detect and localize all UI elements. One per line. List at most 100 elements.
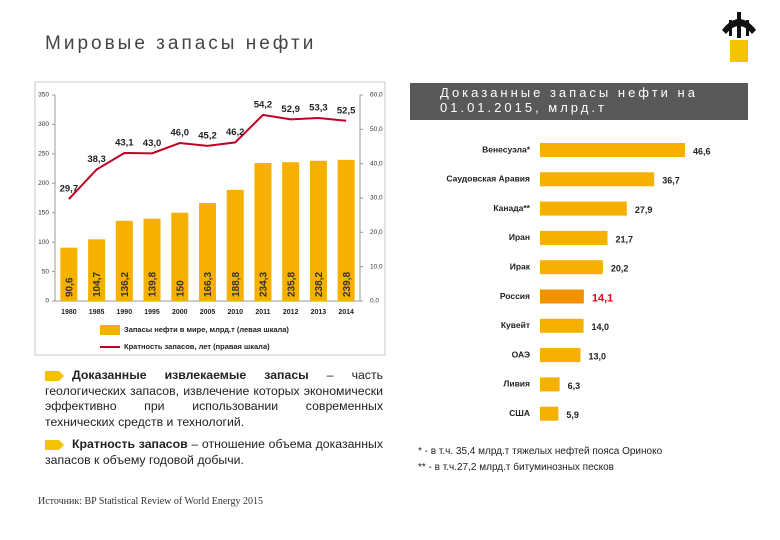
bar-label: 104,7 [92, 272, 103, 297]
x-tick-label: 1980 [61, 309, 77, 316]
line-label: 52,9 [281, 104, 300, 115]
line-label: 53,3 [309, 103, 328, 114]
y-tick-label: 250 [38, 151, 49, 158]
y-tick-label: 100 [38, 239, 49, 246]
bar-label: 36,7 [662, 176, 680, 186]
line-label: 29,7 [60, 184, 79, 195]
bar-label: 27,9 [635, 205, 653, 215]
bar-label: 46,6 [693, 146, 711, 156]
bullet [45, 440, 64, 450]
y2-tick-label: 0,0 [370, 298, 379, 305]
bar [540, 406, 559, 421]
bar [88, 239, 106, 301]
chart-title-box [410, 83, 748, 120]
x-tick-label: 1990 [117, 309, 133, 316]
bar-label: 14,0 [592, 322, 610, 332]
category-label: Иран [509, 232, 530, 242]
bar [171, 212, 189, 301]
y-tick-label: 300 [38, 121, 49, 128]
line-label: 46,0 [171, 128, 190, 139]
category-label: ОАЭ [512, 349, 530, 359]
category-label: Саудовская Аравия [446, 174, 530, 184]
bar [540, 377, 560, 392]
bar-label: 20,2 [611, 264, 629, 274]
category-label: Венесуэла* [482, 144, 531, 154]
bar [540, 230, 608, 245]
bar-label: 136,2 [120, 272, 131, 297]
term: Кратность запасов [72, 437, 188, 451]
y2-tick-label: 40,0 [370, 160, 383, 167]
bar [540, 289, 584, 304]
bar-label: 235,8 [286, 272, 297, 297]
bar-label: 5,9 [566, 410, 579, 420]
logo [722, 12, 756, 62]
y2-tick-label: 10,0 [370, 263, 383, 270]
line-label: 54,2 [254, 99, 273, 110]
y2-tick-label: 60,0 [370, 92, 383, 99]
line-label: 43,0 [143, 138, 162, 149]
bar [226, 189, 244, 301]
bar [309, 160, 327, 301]
y-tick-label: 150 [38, 209, 49, 216]
bar [540, 143, 685, 157]
term: Доказанные извлекаемые запасы [72, 368, 309, 382]
x-tick-label: 1985 [89, 309, 105, 316]
legend-swatch [100, 325, 120, 335]
x-tick-label: 2012 [283, 309, 299, 316]
bar-label: 13,0 [588, 351, 606, 361]
bar-label: 90,6 [65, 277, 76, 297]
legend-label: Кратность запасов, лет (правая шкала) [124, 342, 270, 351]
bar [282, 162, 300, 301]
y2-tick-label: 50,0 [370, 126, 383, 133]
bar [199, 203, 216, 301]
category-label: Ливия [503, 379, 530, 389]
line-label: 46,2 [226, 127, 245, 138]
footnote: * - в т.ч. 35,4 млрд.т тяжелых нефтей по… [418, 446, 663, 457]
y-tick-label: 50 [42, 268, 50, 275]
x-tick-label: 2010 [227, 309, 243, 316]
bar [540, 348, 581, 363]
bar-label: 150 [175, 280, 186, 297]
y2-tick-label: 20,0 [370, 229, 383, 236]
slide-title: Мировые запасы нефти [45, 33, 316, 54]
source: Источник: BP Statistical Review of World… [38, 496, 263, 507]
bar-label: 239,8 [342, 272, 353, 297]
bar [115, 220, 133, 301]
x-tick-label: 2005 [200, 309, 216, 316]
bar-label: 21,7 [616, 234, 634, 244]
bar-label: 238,2 [314, 272, 325, 297]
bar [60, 247, 78, 301]
chart-title: Доказанные запасы нефти на 01.01.2015, м… [440, 85, 698, 115]
line-label: 45,2 [198, 130, 217, 141]
bullet [45, 371, 64, 381]
bar-label: 139,8 [148, 272, 159, 297]
y-tick-label: 200 [38, 180, 49, 187]
bar [540, 172, 655, 187]
line-label: 52,5 [337, 105, 356, 116]
bar [337, 159, 355, 301]
category-label: Канада** [493, 203, 530, 213]
y-tick-label: 0 [45, 298, 49, 305]
legend-label: Запасы нефти в мире, млрд.т (левая шкала… [124, 325, 289, 334]
category-label: Ирак [510, 261, 531, 271]
definition-text: – отношение объема доказанных запасов к … [45, 437, 383, 467]
bar-label: 188,8 [231, 272, 242, 297]
category-label: США [509, 408, 530, 418]
x-tick-label: 2011 [255, 309, 270, 316]
line-label: 43,1 [115, 138, 134, 149]
bar [540, 201, 627, 216]
category-label: Кувейт [501, 320, 530, 330]
line [68, 113, 347, 200]
x-tick-label: 2000 [172, 309, 188, 316]
bar-label: 234,3 [259, 272, 270, 297]
bar [254, 163, 272, 301]
y-tick-label: 350 [38, 92, 49, 99]
bar [540, 260, 603, 275]
x-tick-label: 1995 [144, 309, 160, 316]
bar-label: 14,1 [592, 292, 613, 304]
x-tick-label: 2013 [311, 309, 327, 316]
bar-label: 166,3 [203, 272, 214, 297]
y2-tick-label: 30,0 [370, 195, 383, 202]
